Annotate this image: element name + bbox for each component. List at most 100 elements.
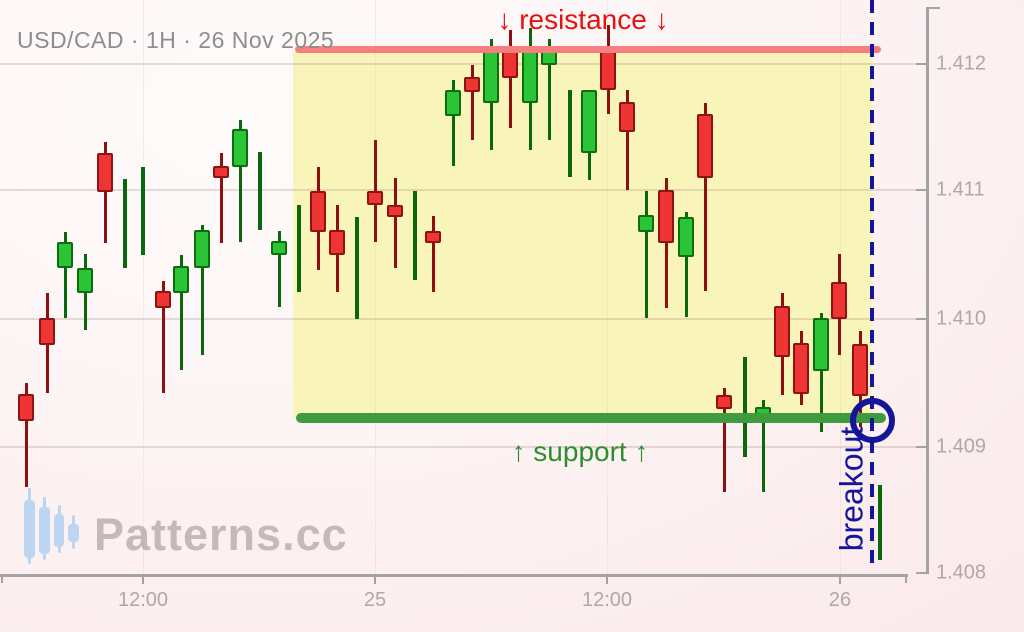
candle-wick (161, 281, 165, 393)
candle-wick (103, 142, 107, 243)
candle-wick (644, 191, 648, 318)
y-axis-line (926, 8, 929, 574)
x-axis-tick (374, 574, 376, 584)
doji-candle (141, 167, 145, 255)
candle-wick (219, 153, 223, 243)
y-axis-tick (916, 572, 928, 574)
candle-wick (451, 80, 455, 166)
logo-candle-bar (68, 524, 79, 542)
candle-body (638, 215, 654, 232)
candle-body (39, 318, 55, 345)
logo-candle-bar (39, 507, 50, 554)
support-label: ↑ support ↑ (511, 436, 649, 467)
y-axis-top-tick (926, 7, 940, 9)
doji-candle (258, 152, 262, 230)
candle-body (793, 343, 809, 394)
candle-wick (277, 231, 281, 307)
candle-body (522, 49, 538, 103)
candle-wick (547, 39, 551, 140)
candle-body (658, 190, 674, 243)
breakout-circle-marker (850, 398, 895, 443)
candle-body (213, 166, 229, 178)
candle-body (425, 231, 441, 243)
doji-candle (297, 205, 301, 292)
x-axis-edge-tick (1, 574, 3, 583)
candle-body (581, 90, 597, 153)
candle-body (329, 230, 345, 255)
resistance-line (295, 46, 881, 53)
doji-candle (355, 217, 359, 319)
resistance-label: ↓ resistance ↓ (497, 4, 669, 35)
breakout-label: breakout (833, 426, 870, 552)
candle-body (502, 49, 518, 78)
y-axis-tick (916, 63, 928, 65)
candle-body (155, 291, 171, 308)
candle-wick (431, 216, 435, 292)
x-axis-tick (606, 574, 608, 584)
candle-body (813, 318, 829, 371)
candle-wick (664, 178, 668, 308)
y-gridline (0, 63, 917, 65)
x-axis-line (0, 574, 908, 577)
candle-wick (63, 232, 67, 318)
logo-candle-bar (24, 500, 35, 558)
y-axis-label: 1.411 (936, 178, 985, 201)
candle-body (464, 77, 480, 92)
y-axis-label: 1.412 (936, 52, 987, 75)
candle-body (619, 102, 635, 132)
candle-body (232, 129, 248, 167)
candle-body (445, 90, 461, 116)
candle-wick (819, 313, 823, 432)
candle-wick (722, 388, 726, 492)
x-axis-label: 26 (828, 589, 852, 611)
y-gridline (0, 446, 917, 448)
candle-body (97, 153, 113, 192)
logo-candle-bar (54, 514, 64, 547)
candle-body (173, 266, 189, 293)
candle-wick (703, 103, 707, 291)
candle-body (831, 282, 847, 319)
candle-body (678, 217, 694, 257)
doji-candle (413, 191, 417, 280)
x-gridline (607, 0, 608, 574)
candle-wick (238, 120, 242, 242)
candle-wick (24, 383, 28, 487)
candle-wick (625, 90, 629, 190)
candle-wick (508, 30, 512, 128)
candle-body (852, 344, 868, 396)
candle-wick (200, 225, 204, 355)
doji-candle (123, 179, 127, 268)
candle-wick (179, 255, 183, 370)
candle-wick (684, 212, 688, 317)
x-gridline (143, 0, 144, 574)
candle-body (774, 306, 790, 357)
support-line (296, 413, 886, 423)
candle-body (600, 51, 616, 90)
x-axis-tick (839, 574, 841, 584)
candle-wick (761, 400, 765, 492)
chart-title: USD/CAD · 1H · 26 Nov 2025 (17, 27, 335, 53)
candle-wick (470, 65, 474, 140)
candle-body (310, 191, 326, 232)
candle-body (697, 114, 713, 178)
y-axis-tick (916, 189, 928, 191)
candle-wick (393, 178, 397, 268)
y-axis-tick (916, 446, 928, 448)
x-axis-edge-tick (905, 574, 907, 583)
y-gridline (0, 318, 917, 320)
watermark-text: Patterns.cc (94, 509, 348, 560)
x-axis-label: 12:00 (581, 589, 633, 611)
candle-body (716, 395, 732, 409)
x-axis-tick (142, 574, 144, 584)
candle-body (18, 394, 34, 421)
candle-body (541, 51, 557, 65)
x-axis-label: 12:00 (117, 589, 169, 611)
y-gridline (0, 189, 917, 191)
candle-body (57, 242, 73, 268)
breakout-dashed-line (870, 0, 874, 568)
x-axis-label: 25 (363, 589, 387, 611)
y-axis-label: 1.409 (936, 435, 987, 458)
doji-candle (878, 485, 882, 560)
y-axis-label: 1.408 (936, 561, 987, 584)
